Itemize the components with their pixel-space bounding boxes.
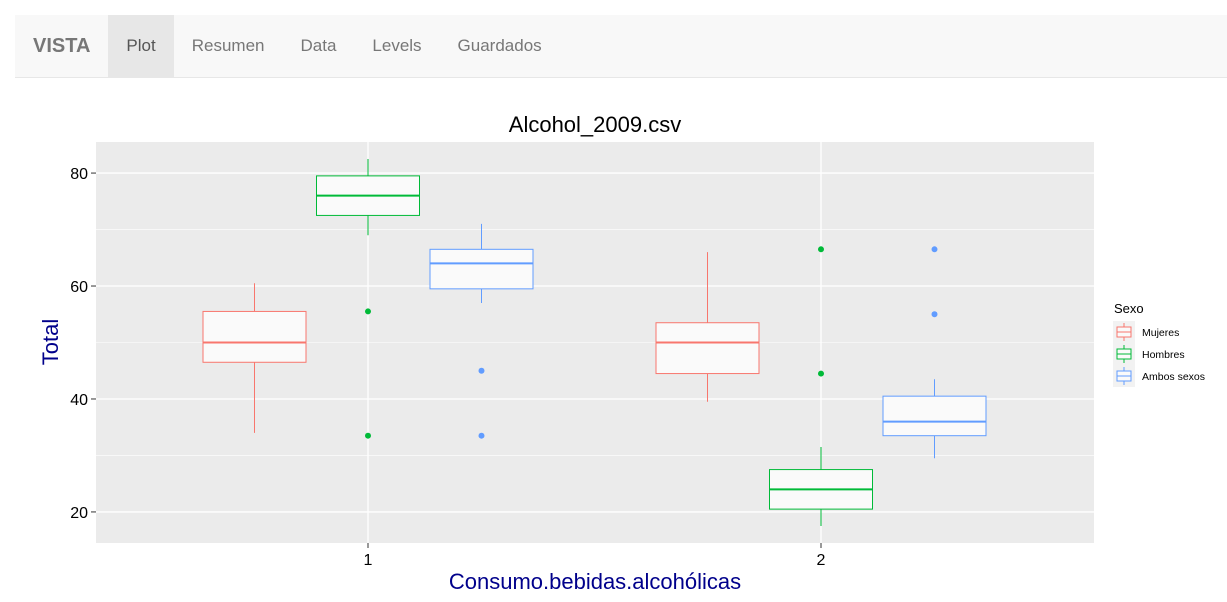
box-2-ambos-sexos (882, 246, 987, 459)
legend-label: Mujeres (1142, 327, 1179, 339)
y-tick-label: 60 (70, 279, 88, 296)
y-tick-label: 80 (70, 166, 88, 183)
y-tick-label: 20 (70, 505, 88, 522)
outlier-point (365, 432, 371, 439)
brand-title[interactable]: VISTA (33, 34, 91, 57)
x-tick-label: 2 (817, 552, 826, 569)
box-1-ambos-sexos (429, 223, 534, 439)
tab-levels[interactable]: Levels (372, 36, 422, 55)
box-1-mujeres (202, 283, 307, 433)
legend: Sexo Mujeres Hombres Ambos sexos (1113, 301, 1205, 387)
x-tick-label: 1 (364, 552, 373, 569)
y-axis-label: Total (38, 319, 63, 365)
outlier-point (931, 311, 938, 318)
box-body (882, 395, 987, 437)
outlier-point (931, 246, 938, 253)
legend-item-hombres: Hombres (1113, 343, 1185, 365)
plot-area: 20 40 60 80 1 2 (70, 142, 1094, 569)
box-2-hombres (769, 246, 873, 527)
tab-guardados[interactable]: Guardados (457, 36, 542, 55)
y-tick-label: 40 (70, 392, 88, 409)
tab-resumen[interactable]: Resumen (191, 36, 265, 55)
x-axis-label: Consumo.bebidas.alcohólicas (449, 569, 741, 594)
legend-title: Sexo (1114, 301, 1144, 316)
box-body (655, 322, 760, 375)
outlier-point (365, 308, 371, 315)
outlier-point (818, 246, 824, 253)
outlier-point (818, 370, 824, 377)
legend-label: Ambos sexos (1142, 371, 1205, 383)
legend-item-mujeres: Mujeres (1113, 321, 1179, 343)
box-body (429, 248, 534, 290)
legend-item-ambos-sexos: Ambos sexos (1113, 365, 1205, 387)
box-2-mujeres (655, 252, 760, 402)
outlier-point (478, 367, 485, 374)
tab-plot[interactable]: Plot (108, 15, 174, 77)
outlier-point (478, 432, 485, 439)
navbar: VISTA Plot Resumen Data Levels Guardados (15, 15, 1227, 78)
tab-data[interactable]: Data (300, 36, 337, 55)
legend-label: Hombres (1142, 349, 1185, 361)
box-body (202, 310, 307, 363)
chart-title: Alcohol_2009.csv (509, 112, 681, 137)
box-1-hombres (316, 158, 420, 439)
